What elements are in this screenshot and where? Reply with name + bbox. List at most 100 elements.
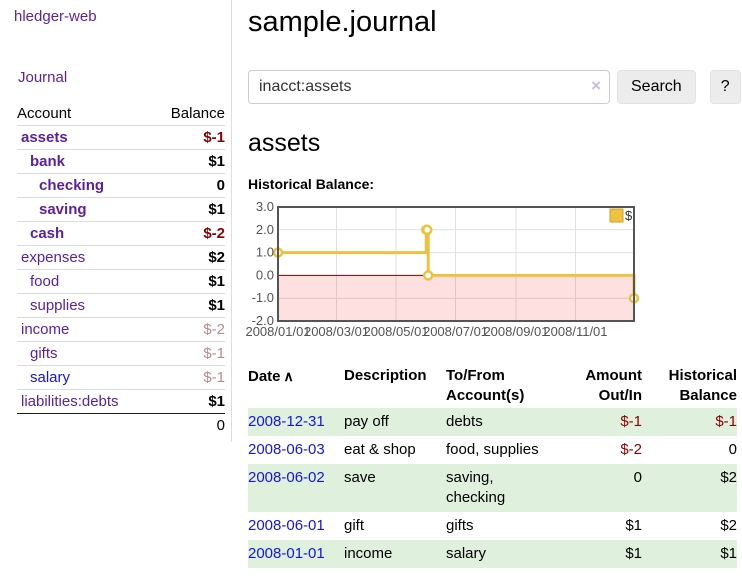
transaction-date-link[interactable]: 2008-06-02 xyxy=(248,469,325,486)
transaction-date-link[interactable]: 2008-06-01 xyxy=(248,517,325,534)
transaction-amount: $-2 xyxy=(620,441,642,458)
account-link-income[interactable]: income xyxy=(21,321,70,338)
transaction-description: pay off xyxy=(344,413,389,430)
sort-ascending-icon: ∧ xyxy=(283,368,294,384)
register-header-row: Date ∧ Description To/From Account(s) Amo… xyxy=(248,364,737,408)
transaction-description: save xyxy=(344,469,376,486)
transaction-amount: $-1 xyxy=(620,413,642,430)
nav-journal-link[interactable]: Journal xyxy=(18,69,68,86)
page-title: sample.journal xyxy=(248,6,437,38)
x-axis-label: 2008/03/01 xyxy=(304,324,369,339)
account-link-liabilities-debts[interactable]: liabilities:debts xyxy=(21,393,119,410)
account-balance: $2 xyxy=(152,245,225,270)
accounts-header-row: Account Balance xyxy=(17,102,225,126)
account-link-saving[interactable]: saving xyxy=(39,201,87,218)
register-header-amount: Amount Out/In xyxy=(585,367,642,404)
account-link-supplies[interactable]: supplies xyxy=(30,297,86,314)
account-balance: $1 xyxy=(152,293,225,318)
register-row: 2008-06-01 gift gifts $1 $2 xyxy=(248,512,737,540)
transaction-accounts: salary xyxy=(446,545,487,562)
register-table: Date ∧ Description To/From Account(s) Amo… xyxy=(248,364,737,568)
account-balance: $-1 xyxy=(152,365,225,390)
x-axis-label: 2008/11/01 xyxy=(543,324,607,339)
sidebar: hledger-web Journal Account Balance asse… xyxy=(0,0,232,442)
brand-link[interactable]: hledger-web xyxy=(14,8,97,25)
accounts-header-balance: Balance xyxy=(170,105,225,122)
transaction-description: gift xyxy=(344,517,365,534)
chart-canvas: $3.0 2.0 1.0 0.0 -1.0 -2.02008/01/012008/03/0… xyxy=(245,199,640,339)
search-form: × Search ? xyxy=(248,70,742,104)
historical-balance-chart: $3.0 2.0 1.0 0.0 -1.0 -2.0 2008/01/01 2008/03/0… xyxy=(245,199,640,345)
transaction-balance: $-1 xyxy=(715,413,737,430)
register-header-accounts: To/From Account(s) xyxy=(446,367,525,404)
search-button[interactable]: Search xyxy=(617,70,696,104)
account-link-food[interactable]: food xyxy=(30,273,60,290)
account-row: cash $-2 xyxy=(17,221,225,246)
account-balance: $-2 xyxy=(152,317,225,342)
transaction-date-link[interactable]: 2008-01-01 xyxy=(248,545,325,562)
register-row: 2008-01-01 income salary $1 $1 xyxy=(248,540,737,568)
x-axis-label: 2008/05/01 xyxy=(363,324,428,339)
transaction-description: income xyxy=(344,545,393,562)
transaction-amount: $1 xyxy=(625,545,642,562)
search-input[interactable] xyxy=(248,70,610,104)
accounts-header-account: Account xyxy=(17,105,72,122)
account-row: liabilities:debts $1 xyxy=(17,389,225,414)
x-axis-label: 2008/07/01 xyxy=(423,324,488,339)
register-header-date[interactable]: Date ∧ xyxy=(248,368,294,385)
account-link-cash[interactable]: cash xyxy=(30,225,65,242)
help-button[interactable]: ? xyxy=(709,70,741,104)
x-axis-label: 2008/09/01 xyxy=(483,324,548,339)
register-header-description: Description xyxy=(344,367,427,384)
chart-marker xyxy=(421,224,433,236)
y-axis-label: 0.0 xyxy=(256,267,274,282)
account-row: food $1 xyxy=(17,269,225,294)
transaction-accounts: gifts xyxy=(446,517,474,534)
transaction-accounts: food, supplies xyxy=(446,441,539,458)
transaction-balance: $2 xyxy=(720,469,737,486)
chart-title: Historical Balance: xyxy=(248,176,375,192)
register-row: 2008-12-31 pay off debts $-1 $-1 xyxy=(248,408,737,436)
negative-region xyxy=(278,275,634,321)
transaction-date-link[interactable]: 2008-12-31 xyxy=(248,413,325,430)
account-link-gifts[interactable]: gifts xyxy=(30,345,58,362)
y-axis-label: 3.0 xyxy=(256,199,274,214)
transaction-description: eat & shop xyxy=(344,441,416,458)
account-link-assets[interactable]: assets xyxy=(21,129,68,146)
account-balance: $1 xyxy=(152,389,225,414)
account-link-salary[interactable]: salary xyxy=(30,369,71,386)
register-header-balance: Historical Balance xyxy=(668,367,737,404)
plot-border xyxy=(277,206,635,322)
account-row: gifts $-1 xyxy=(17,341,225,366)
account-balance: $1 xyxy=(152,269,225,294)
y-axis-label: -1.0 xyxy=(252,290,274,305)
account-link-expenses[interactable]: expenses xyxy=(21,249,86,266)
search-box: × xyxy=(248,70,610,104)
sidebar-nav: Journal xyxy=(18,69,225,86)
account-row: bank $1 xyxy=(17,149,225,174)
legend-swatch xyxy=(609,208,624,223)
hledger-web-app: hledger-web Journal Account Balance asse… xyxy=(0,0,742,568)
account-row: salary $-1 xyxy=(17,365,225,390)
transaction-date-link[interactable]: 2008-06-03 xyxy=(248,441,325,458)
transaction-amount: 0 xyxy=(633,469,642,486)
chart-marker xyxy=(422,270,434,281)
clear-search-icon[interactable]: × xyxy=(591,76,601,95)
account-balance: $-1 xyxy=(152,341,225,366)
account-link-bank[interactable]: bank xyxy=(30,153,66,170)
account-link-checking[interactable]: checking xyxy=(39,177,105,194)
accounts-total-row: 0 xyxy=(17,413,225,437)
transaction-balance: $2 xyxy=(720,517,737,534)
account-heading: assets xyxy=(248,129,321,157)
account-row: supplies $1 xyxy=(17,293,225,318)
account-balance: $-2 xyxy=(152,221,225,246)
account-balance: $1 xyxy=(152,149,225,174)
account-row: checking 0 xyxy=(17,173,225,198)
account-row: expenses $2 xyxy=(17,245,225,270)
account-row: assets $-1 xyxy=(17,125,225,150)
y-axis-label: 2.0 xyxy=(256,222,274,237)
legend-label: $ xyxy=(625,208,633,223)
accounts-total-value: 0 xyxy=(152,413,225,437)
x-axis-label: 2008/01/01 xyxy=(245,324,310,339)
transaction-accounts: saving, checking xyxy=(446,469,506,506)
